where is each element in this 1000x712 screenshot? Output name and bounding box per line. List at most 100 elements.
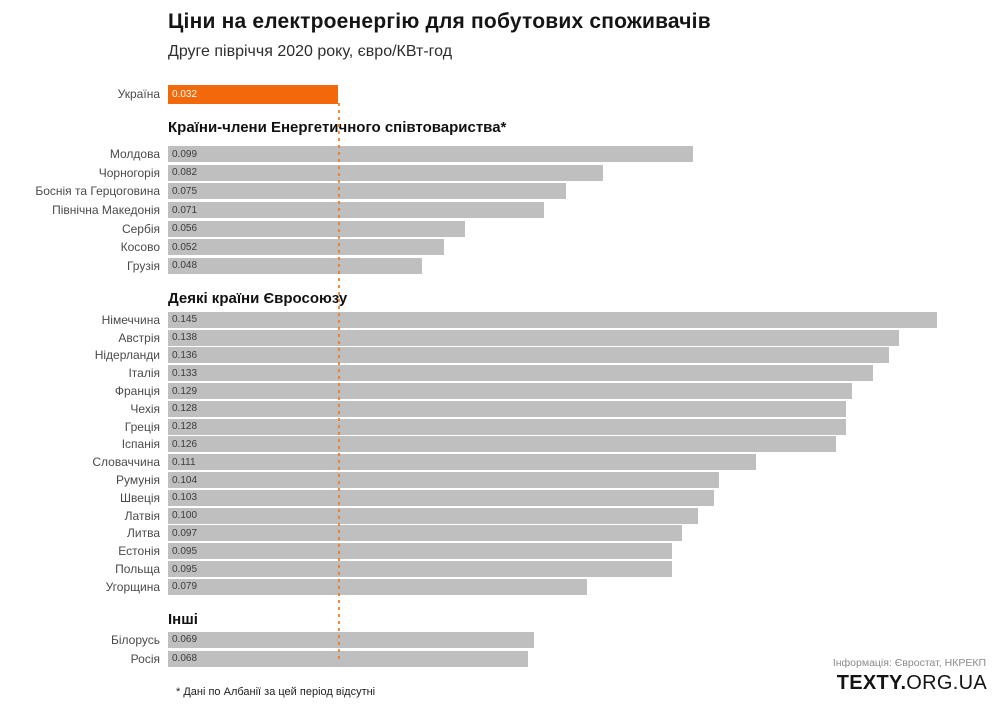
bar-label: Північна Македонія [52, 203, 160, 218]
bar-row: Угорщина 0.079 [0, 578, 1000, 596]
bar-label: Італія [128, 366, 160, 381]
bar-value: 0.103 [172, 492, 198, 504]
chart-subtitle: Друге півріччя 2020 року, євро/КВт-год [168, 43, 453, 60]
bar-row: Боснія та Герцоговина 0.075 [0, 182, 1000, 201]
bar: 0.128 [168, 400, 846, 417]
bar: 0.099 [168, 146, 693, 163]
bar: 0.126 [168, 436, 836, 453]
bar-value: 0.129 [172, 385, 198, 397]
bar-value: 0.032 [172, 88, 198, 100]
bar: 0.056 [168, 220, 465, 237]
bar: 0.128 [168, 418, 846, 435]
chart-group: Деякі країни Євросоюзу Німеччина 0.145 Авст… [0, 289, 1000, 596]
bar: 0.100 [168, 507, 698, 524]
bar: 0.048 [168, 257, 422, 274]
bar-value: 0.133 [172, 367, 198, 379]
texty-logo-bold: TEXTY. [836, 672, 907, 694]
bar-value: 0.097 [172, 527, 198, 539]
bar: 0.136 [168, 347, 889, 364]
source-credit: Інформація: Євростат, НКРЕКП [832, 657, 986, 669]
bar-row: Білорусь 0.069 [0, 630, 1000, 649]
bar-row: Естонія 0.095 [0, 542, 1000, 560]
bar-row: Франція 0.129 [0, 382, 1000, 400]
bar-label: Боснія та Герцоговина [35, 184, 160, 199]
bar-label: Грузія [126, 258, 160, 273]
bar-value: 0.095 [172, 563, 198, 575]
bar-row: Греція 0.128 [0, 418, 1000, 436]
bar-label: Румунія [115, 473, 160, 488]
bar-value: 0.082 [172, 167, 198, 179]
bar-value: 0.095 [172, 545, 198, 557]
bar-value: 0.052 [172, 241, 198, 253]
bar-row: Нідерланди 0.136 [0, 347, 1000, 365]
bar-row: Румунія 0.104 [0, 471, 1000, 489]
bar-label: Сербія [121, 221, 160, 236]
bar-label: Чехія [130, 401, 160, 416]
bar: 0.082 [168, 164, 603, 181]
bar: 0.097 [168, 525, 682, 542]
chart-group: Інші Білорусь 0.069 Росія 0.068 [0, 610, 1000, 668]
bar: 0.075 [168, 183, 566, 200]
bar-value: 0.126 [172, 438, 198, 450]
chart-group: Країни-члени Енергетичного співтовариств… [0, 118, 1000, 275]
bar-label: Швеція [120, 490, 160, 505]
bar-label: Нідерланди [94, 348, 160, 363]
bar-row: Сербія 0.056 [0, 219, 1000, 238]
bar-row: Грузія 0.048 [0, 257, 1000, 276]
bar-value: 0.099 [172, 148, 198, 160]
bar-label: Білорусь [110, 632, 160, 647]
bar-label: Греція [124, 419, 160, 434]
bar-label: Німеччина [101, 312, 160, 327]
bar-value: 0.128 [172, 403, 198, 415]
chart-title: Ціни на електроенергію для побутових спо… [168, 10, 711, 33]
bar-row: Литва 0.097 [0, 525, 1000, 543]
ukraine-bar: 0.032 [168, 84, 338, 104]
bar-value: 0.145 [172, 314, 198, 326]
bar-row: Чехія 0.128 [0, 400, 1000, 418]
bar-row: Північна Македонія 0.071 [0, 201, 1000, 220]
bar-label: Косово [120, 240, 160, 255]
bar: 0.052 [168, 239, 444, 256]
bar-value: 0.111 [172, 456, 196, 468]
bar-row: Латвія 0.100 [0, 507, 1000, 525]
bar-row: Росія 0.068 [0, 649, 1000, 668]
bar-row: Іспанія 0.126 [0, 436, 1000, 454]
bar-row: Австрія 0.138 [0, 329, 1000, 347]
bar-row: Молдова 0.099 [0, 145, 1000, 164]
bar-label: Франція [114, 384, 160, 399]
bar: 0.069 [168, 631, 534, 648]
bar-value: 0.069 [172, 634, 198, 645]
bar-row: Італія 0.133 [0, 364, 1000, 382]
bar-label: Литва [127, 526, 160, 541]
bar-row: Словаччина 0.111 [0, 453, 1000, 471]
section-header: Країни-члени Енергетичного співтовариств… [168, 119, 507, 136]
bar: 0.145 [168, 311, 937, 328]
bar: 0.133 [168, 365, 873, 382]
section-header: Інші [168, 611, 198, 628]
bar-label: Чорногорія [98, 165, 160, 180]
bar-value: 0.104 [172, 474, 198, 486]
bar: 0.071 [168, 202, 544, 219]
chart-group: Україна 0.032 [0, 84, 1000, 104]
ukraine-reference-line [338, 103, 340, 663]
bar-value: 0.048 [172, 260, 198, 272]
bar-row: Німеччина 0.145 [0, 311, 1000, 329]
bar-label: Молдова [109, 147, 160, 162]
bar-label: Латвія [124, 508, 160, 523]
footnote: * Дані по Албанії за цей період відсутні [176, 686, 376, 698]
bar-row: Чорногорія 0.082 [0, 164, 1000, 183]
bar-row: Польща 0.095 [0, 560, 1000, 578]
bar: 0.095 [168, 543, 672, 560]
bar: 0.095 [168, 561, 672, 578]
bar: 0.079 [168, 578, 587, 595]
bar: 0.129 [168, 383, 852, 400]
bar-label: Австрія [118, 330, 160, 345]
bar-label: Словаччина [92, 455, 160, 470]
bar-value: 0.100 [172, 510, 198, 522]
bar-label: Україна [117, 87, 160, 101]
bar: 0.103 [168, 489, 714, 506]
bar-value: 0.079 [172, 581, 198, 593]
bar-label: Росія [130, 651, 160, 666]
bar-row: Україна 0.032 [0, 84, 1000, 104]
